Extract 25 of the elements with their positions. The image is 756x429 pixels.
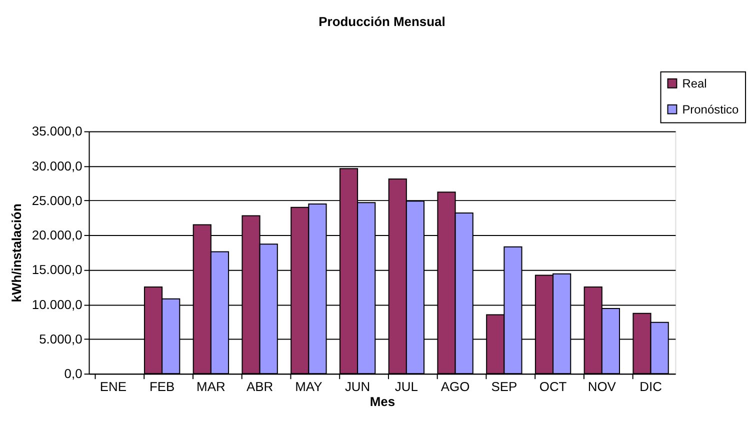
x-tick-label: SEP [491, 379, 518, 394]
y-axis-title: kWh/instalación [8, 204, 24, 302]
x-tick-label: ABR [246, 379, 274, 394]
x-tick-label: JUN [344, 379, 370, 394]
y-tick-label: 10.000,0 [32, 296, 82, 312]
y-tick-label: 5.000,0 [39, 331, 82, 346]
x-tick-label: ENE [100, 379, 127, 394]
x-tick-label: MAR [196, 379, 226, 394]
x-axis-title: Mes [370, 394, 396, 410]
chart-title: Producción Mensual [318, 14, 446, 30]
y-tick-label: 25.000,0 [32, 192, 82, 208]
y-tick-label: 35.000,0 [32, 124, 82, 139]
legend-label: Real [682, 76, 707, 90]
y-tick-label: 30.000,0 [32, 158, 82, 174]
x-tick-label: NOV [588, 379, 616, 394]
x-tick-label: JUL [394, 379, 418, 394]
x-tick-label: FEB [149, 379, 175, 394]
x-tick-label: OCT [539, 379, 567, 394]
y-tick-label: 0,0 [64, 366, 82, 382]
legend-label: Pronóstico [682, 102, 740, 116]
x-tick-label: MAY [295, 379, 323, 394]
x-tick-label: DIC [640, 379, 662, 394]
y-tick-label: 20.000,0 [32, 228, 82, 243]
x-tick-label: AGO [440, 379, 470, 394]
y-tick-label: 15.000,0 [32, 262, 82, 278]
